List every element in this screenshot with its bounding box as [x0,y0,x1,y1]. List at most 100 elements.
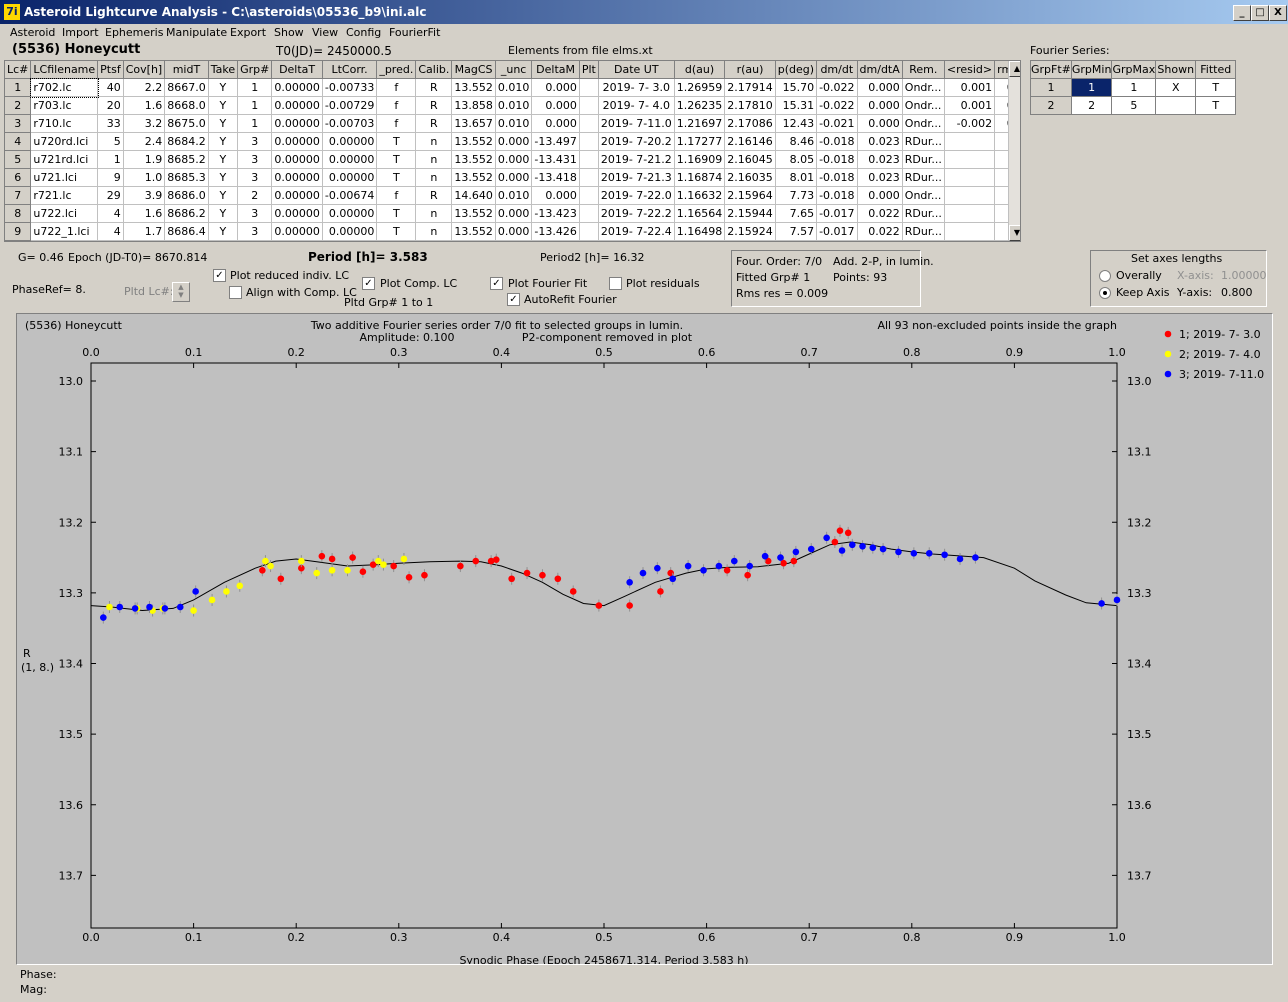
table-cell[interactable]: Ondr... [902,186,945,205]
table-cell[interactable]: 1.16909 [674,150,726,169]
fourier-cell[interactable]: 2 [1070,96,1113,115]
row-header[interactable]: 6 [5,168,32,187]
table-cell[interactable]: -13.431 [531,150,580,169]
x-axis-value[interactable]: 1.00000 [1221,269,1267,282]
fourier-column-header[interactable]: GrpFt# [1030,60,1072,79]
table-cell[interactable]: 13.858 [451,96,496,115]
table-cell[interactable]: -0.017 [816,204,858,223]
table-cell[interactable]: 0.00000 [322,132,378,151]
table-cell[interactable]: 2.17086 [724,114,776,133]
align-comp-checkbox[interactable] [229,286,242,299]
table-cell[interactable]: n [415,132,453,151]
table-cell[interactable] [579,222,599,241]
column-header[interactable]: Rem. [902,61,945,79]
table-cell[interactable]: 0.022 [857,204,903,223]
table-cell[interactable]: 0.000 [531,78,580,97]
column-header[interactable]: MagCS [451,61,496,79]
table-cell[interactable]: 0.00000 [322,168,378,187]
table-cell[interactable]: Y [208,186,239,205]
table-cell[interactable] [579,168,599,187]
table-cell[interactable]: -13.426 [531,222,580,241]
table-cell[interactable]: 0.022 [857,222,903,241]
table-cell[interactable]: n [415,222,453,241]
plot-reduced-checkbox[interactable]: ✓ [213,269,226,282]
table-cell[interactable]: T [376,150,417,169]
fourier-cell[interactable] [1155,96,1197,115]
table-cell[interactable]: 12.43 [775,114,818,133]
row-header[interactable]: 3 [5,114,32,133]
table-cell[interactable]: 1.0 [123,168,166,187]
table-cell[interactable]: 2.17914 [724,78,776,97]
table-cell[interactable]: n [415,150,453,169]
maximize-button[interactable]: □ [1251,5,1269,21]
table-cell[interactable]: 0.010 [495,78,533,97]
table-cell[interactable]: 0.00000 [271,96,323,115]
menu-asteroid[interactable]: Asteroid [10,26,56,39]
table-cell[interactable]: R [415,186,453,205]
table-cell[interactable]: 2019- 7-21.2 [598,150,675,169]
table-cell[interactable] [944,150,996,169]
menu-import[interactable]: Import [62,26,99,39]
table-cell[interactable]: r702.lc [29,77,99,98]
table-cell[interactable]: Y [208,168,239,187]
table-cell[interactable]: 2.15944 [724,204,776,223]
table-cell[interactable]: 2.17810 [724,96,776,115]
column-header[interactable]: LtCorr. [322,61,378,79]
table-cell[interactable]: 40 [97,78,124,97]
table-cell[interactable]: 8.01 [775,168,818,187]
table-cell[interactable]: 14.640 [451,186,496,205]
column-header[interactable]: p(deg) [775,61,818,79]
fourier-cell[interactable]: T [1195,78,1237,97]
table-cell[interactable]: -0.00733 [322,78,378,97]
table-cell[interactable]: 0.023 [857,150,903,169]
table-cell[interactable]: 1.16632 [674,186,726,205]
table-cell[interactable]: -13.423 [531,204,580,223]
table-cell[interactable]: 0.000 [857,78,903,97]
table-cell[interactable]: 0.023 [857,132,903,151]
table-cell[interactable]: T [376,132,417,151]
close-button[interactable]: X [1269,5,1287,21]
fourier-cell[interactable]: 1 [1111,78,1157,97]
table-cell[interactable]: -0.018 [816,150,858,169]
table-cell[interactable]: 0.00000 [271,150,323,169]
menu-export[interactable]: Export [230,26,267,39]
table-cell[interactable]: -0.022 [816,96,858,115]
column-header[interactable]: LCfilename [30,61,99,79]
table-cell[interactable]: T [376,168,417,187]
table-cell[interactable]: r721.lc [30,186,99,205]
table-cell[interactable] [944,204,996,223]
minimize-button[interactable]: _ [1233,5,1251,21]
table-cell[interactable]: 7.73 [775,186,818,205]
menu-manipulate[interactable]: Manipulate [166,26,228,39]
row-header[interactable]: 8 [5,204,32,223]
column-header[interactable]: <resid> [944,61,996,79]
table-cell[interactable]: 3 [237,222,273,241]
table-cell[interactable]: 2019- 7-22.4 [598,222,675,241]
table-cell[interactable]: 13.552 [451,132,496,151]
table-cell[interactable]: 0.000 [531,114,580,133]
table-cell[interactable]: 0.000 [495,132,533,151]
table-cell[interactable]: RDur... [902,168,945,187]
table-cell[interactable]: 0.00000 [271,78,323,97]
fourier-cell[interactable]: 5 [1111,96,1157,115]
table-cell[interactable]: 8685.3 [164,168,209,187]
table-cell[interactable]: Y [208,96,239,115]
table-cell[interactable]: f [376,114,417,133]
fourier-row-header[interactable]: 2 [1030,96,1072,115]
table-cell[interactable]: -0.00674 [322,186,378,205]
table-cell[interactable] [579,204,599,223]
fourier-row-header[interactable]: 1 [1030,78,1072,97]
table-cell[interactable]: r710.lc [30,114,99,133]
table-cell[interactable]: 2.2 [123,78,166,97]
table-cell[interactable]: 0.000 [531,96,580,115]
table-cell[interactable]: Ondr... [902,114,945,133]
table-cell[interactable]: 2019- 7-11.0 [598,114,675,133]
plot-comp-checkbox[interactable]: ✓ [362,277,375,290]
table-cell[interactable]: 1.6 [123,96,166,115]
table-cell[interactable]: u721.lci [30,168,99,187]
table-row[interactable]: 1 r702.lc 40 2.2 8667.0 Y 1 0.00000 -0.00733 f R 13… [5,77,1020,98]
table-cell[interactable]: 7.65 [775,204,818,223]
row-header[interactable]: 1 [5,78,32,97]
table-cell[interactable]: 8675.0 [164,114,209,133]
